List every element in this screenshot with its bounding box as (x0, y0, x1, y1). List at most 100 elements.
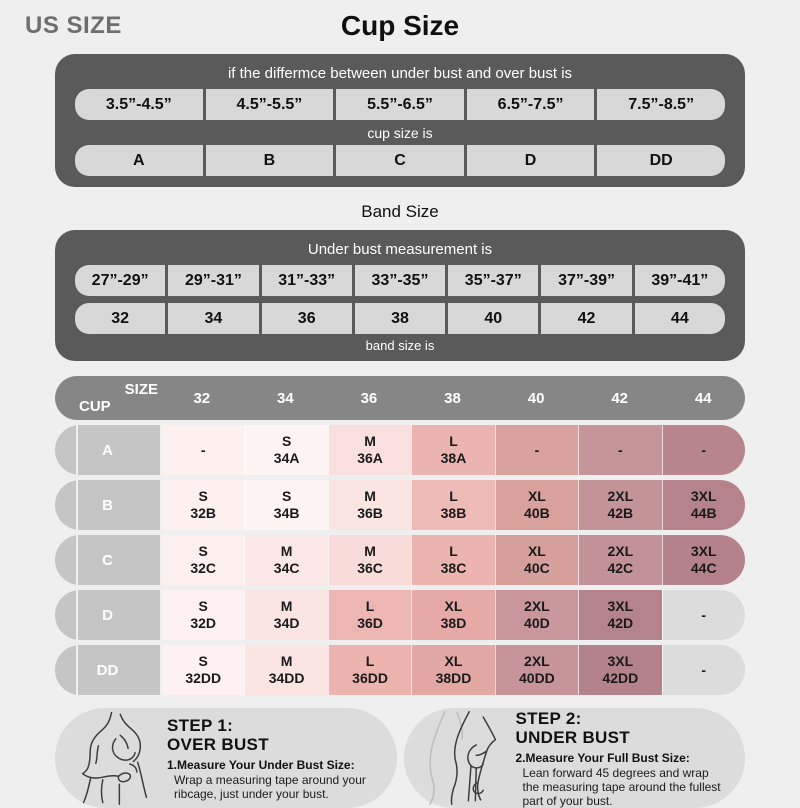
matrix-cell-size: 2XL (524, 598, 550, 614)
cup-difference-cell: 4.5”-5.5” (205, 89, 334, 120)
matrix-cell-code: 36DD (352, 670, 388, 686)
cup-panel-heading: if the differmce between under bust and … (227, 65, 573, 82)
underbust-range-cell: 39”-41” (634, 265, 725, 296)
matrix-cell: 3XL 44C (661, 535, 745, 585)
band-size-title: Band Size (361, 202, 439, 221)
matrix-cell-code: 42C (607, 560, 634, 576)
matrix-cell: L 36DD (327, 645, 412, 695)
step-2-card: STEP 2: UNDER BUST 2.Measure Your Full Bu… (403, 708, 745, 808)
matrix-row-label: D (55, 590, 160, 640)
matrix-cell-code: 32DD (185, 670, 222, 686)
matrix-cell-size: S (198, 598, 208, 614)
matrix-cell: M 34DD (244, 645, 328, 695)
matrix-cell: 3XL 42DD (578, 645, 662, 695)
matrix-cell-size: L (449, 488, 458, 504)
matrix-cell-size: - (701, 441, 707, 458)
matrix-cell-size: - (701, 606, 707, 623)
cup-letter-cell: B (205, 145, 334, 176)
cup-difference-row: 3.5”-4.5” 4.5”-5.5” 5.5”-6.5” 6.5”-7.5” 7.5”… (75, 89, 725, 120)
matrix-cell: M 36C (327, 535, 412, 585)
matrix-cell-code: 38C (440, 560, 467, 576)
measuring-steps: STEP 1: OVER BUST 1.Measure Your Under Bu… (55, 708, 745, 808)
step-1-lead: 1.Measure Your Under Bust Size: (167, 757, 355, 772)
matrix-cell-code: 36D (357, 615, 383, 631)
matrix-cell: 3XL 44B (661, 480, 745, 530)
matrix-cell-size: L (365, 653, 375, 669)
matrix-cell-size: M (364, 433, 376, 449)
matrix-cell: - (578, 425, 662, 475)
cup-letter-cell: DD (597, 145, 725, 176)
step-1-name: OVER BUST (167, 734, 269, 754)
matrix-corner-header: SIZE CUP (55, 376, 160, 420)
cup-letter-row: A B C D DD (75, 145, 725, 176)
matrix-column-header: 40 (527, 389, 545, 407)
matrix-cell-size: L (449, 433, 458, 449)
matrix-cell-size: 3XL (690, 488, 717, 504)
matrix-cell-code: 38B (440, 505, 467, 521)
matrix-cell: S 32DD (162, 645, 245, 695)
matrix-cell: S 34B (244, 480, 328, 530)
step-1-title: STEP 1: OVER BUST (167, 716, 375, 754)
matrix-cell: S 32D (162, 590, 245, 640)
matrix-cell-size: S (281, 488, 292, 504)
matrix-cell: - (661, 645, 745, 695)
matrix-cell-code: 44C (690, 560, 717, 576)
matrix-cell-size: XL (527, 488, 546, 504)
matrix-cell: XL 40B (494, 480, 579, 530)
matrix-cell-code: 36B (357, 505, 383, 521)
band-size-cell: 44 (634, 303, 725, 334)
matrix-cell-size: L (365, 598, 375, 614)
band-size-cell: 40 (448, 303, 539, 334)
step-1-number: STEP 1: (167, 715, 234, 735)
matrix-cell-code: 42DD (602, 670, 639, 686)
matrix-cell-size: 3XL (607, 653, 634, 669)
matrix-row: A - S 34A M 36A L 38A - - - (55, 425, 745, 475)
matrix-cell-code: 34D (273, 615, 300, 631)
step-1-text: STEP 1: OVER BUST 1.Measure Your Under Bu… (167, 716, 375, 801)
matrix-cell-size: - (617, 441, 623, 458)
cup-size-is-label: cup size is (367, 125, 433, 141)
step-2-number: STEP 2: (515, 708, 582, 728)
matrix-column-header: 32 (193, 389, 211, 407)
underbust-range-cell: 29”-31” (168, 265, 259, 296)
cup-letter-cell: C (336, 145, 464, 176)
matrix-cell-size: M (280, 653, 293, 669)
matrix-cell-code: 34A (273, 450, 300, 466)
matrix-cell-size: XL (527, 543, 546, 559)
matrix-cell-size: M (280, 543, 293, 559)
matrix-cell-code: 38A (440, 450, 467, 466)
matrix-cell-code: 40C (524, 560, 550, 576)
matrix-row-label: DD (55, 645, 160, 695)
step-1-card: STEP 1: OVER BUST 1.Measure Your Under Bu… (55, 708, 397, 808)
matrix-cell-code: 44B (690, 505, 717, 521)
matrix-cell-code: 34B (273, 505, 300, 521)
band-size-cell: 34 (168, 303, 259, 334)
matrix-cell: M 34C (244, 535, 328, 585)
matrix-row: C S 32C M 34C M 36C L 38C XL 40C 2XL 42C 3XL 44C (55, 535, 745, 585)
matrix-cell: XL 38D (411, 590, 495, 640)
cup-difference-cell: 7.5”-8.5” (597, 89, 725, 120)
matrix-cell: 2XL 40DD (494, 645, 579, 695)
matrix-cell-code: 42D (607, 615, 634, 631)
matrix-column-header: 38 (444, 389, 461, 407)
matrix-column-header: 42 (611, 389, 629, 407)
matrix-cell: L 38C (411, 535, 495, 585)
matrix-cell: M 36A (327, 425, 412, 475)
matrix-cell-size: S (198, 653, 208, 669)
matrix-cell: XL 38DD (411, 645, 495, 695)
matrix-cell-size: 2XL (524, 653, 550, 669)
matrix-cell-size: S (198, 543, 208, 559)
cup-size-panel: if the differmce between under bust and … (55, 54, 745, 187)
matrix-cell-size: 3XL (690, 543, 717, 559)
matrix-row-cells: S 32C M 34C M 36C L 38C XL 40C 2XL 42C 3XL 44C (162, 535, 745, 585)
matrix-cell-size: 3XL (607, 598, 634, 614)
matrix-cell-size: 2XL (607, 488, 634, 504)
matrix-row: B S 32B S 34B M 36B L 38B XL 40B 2XL 42B 3XL 44B (55, 480, 745, 530)
band-size-is-label: band size is (365, 338, 435, 353)
matrix-row-cells: S 32D M 34D L 36D XL 38D 2XL 40D 3XL 42D - (162, 590, 745, 640)
matrix-row-label: C (55, 535, 160, 585)
matrix-cell: S 32C (162, 535, 245, 585)
matrix-cell-code: 40B (524, 505, 550, 521)
matrix-cell-size: - (701, 661, 707, 678)
